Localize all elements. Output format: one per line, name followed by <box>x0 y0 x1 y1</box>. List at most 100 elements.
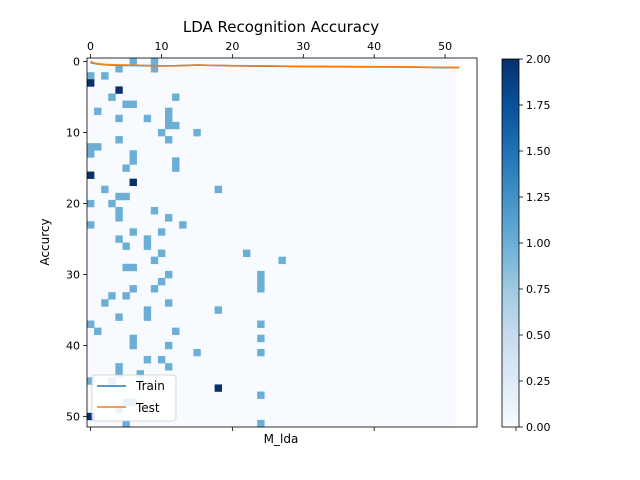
legend-train-label: Train <box>135 379 165 393</box>
heatmap-cell <box>94 327 102 336</box>
heatmap-cell <box>115 235 123 243</box>
heatmap-cell <box>257 348 265 357</box>
heatmap-cell <box>129 228 137 236</box>
heatmap-cell <box>87 412 95 421</box>
heatmap-cell <box>165 341 173 350</box>
heatmap-cell <box>172 93 180 101</box>
heatmap-cell <box>143 313 152 321</box>
heatmap-cell <box>129 58 137 66</box>
heatmap-cell <box>165 214 173 222</box>
x-tick-label: 0 <box>87 40 94 53</box>
heatmap-cell <box>143 242 152 250</box>
heatmap-cell <box>157 249 166 257</box>
heatmap-cell <box>115 136 123 144</box>
heatmap-cell <box>143 306 152 314</box>
x-tick-label: 10 <box>154 40 168 53</box>
heatmap-cell <box>129 334 137 343</box>
heatmap-cell <box>129 157 137 165</box>
colorbar-tick-label: 1.00 <box>526 237 551 250</box>
x-top-ticks: 0 10 20 30 40 50 <box>87 40 452 58</box>
heatmap-cell <box>243 249 251 257</box>
heatmap-cell <box>257 419 265 428</box>
heatmap-cell <box>87 150 95 158</box>
heatmap-cell <box>101 299 109 307</box>
heatmap-cell <box>115 363 123 371</box>
heatmap-cell <box>257 270 265 279</box>
y-ticks: 0 10 20 30 40 50 <box>66 56 87 423</box>
heatmap-cell <box>115 192 123 201</box>
heatmap-cell <box>87 320 95 328</box>
heatmap-cell <box>165 114 173 123</box>
heatmap-cell <box>165 270 173 279</box>
y-tick-label: 20 <box>66 197 80 210</box>
colorbar-tick-label: 1.50 <box>526 145 551 158</box>
heatmap-cell <box>172 327 180 336</box>
heatmap-cell <box>108 93 116 101</box>
heatmap-cell <box>87 72 95 80</box>
colorbar-tick-label: 0.75 <box>526 283 551 296</box>
heatmap-cell <box>214 306 223 314</box>
heatmap-cell <box>214 185 223 194</box>
heatmap-cell <box>101 185 109 194</box>
heatmap-cell <box>115 65 123 73</box>
heatmap-cell <box>122 164 130 172</box>
y-tick-label: 0 <box>73 56 80 69</box>
heatmap-cell <box>157 128 166 137</box>
axes-frame <box>86 57 478 428</box>
heatmap-cell <box>257 320 265 328</box>
heatmap-cell <box>115 86 123 94</box>
heatmap-cell <box>87 143 95 151</box>
heatmap-cell <box>94 143 102 151</box>
heatmap-cell <box>115 370 123 378</box>
heatmap-cell <box>143 235 152 243</box>
y-tick-label: 30 <box>66 268 80 281</box>
heatmap-cell <box>108 199 116 208</box>
heatmap-cell <box>129 285 137 293</box>
heatmap-cell <box>87 221 95 229</box>
heatmap-cell <box>172 157 180 165</box>
colorbar-tick-label: 2.00 <box>526 53 551 66</box>
axes: 0 10 20 30 40 50 0 10 20 30 40 50 <box>66 40 517 431</box>
y-tick-label: 50 <box>66 410 80 423</box>
heatmap-cell <box>129 100 137 108</box>
heatmap-cell <box>165 107 173 116</box>
chart-title: LDA Recognition Accuracy <box>183 18 379 36</box>
x-tick-label: 30 <box>296 40 310 53</box>
heatmap-cell <box>94 107 102 116</box>
heatmap-cell <box>115 313 123 321</box>
heatmap-cell <box>257 285 265 293</box>
heatmap-cell <box>122 292 130 300</box>
colorbar: 0.00 0.25 0.50 0.75 1.00 1.25 1.50 1.75 2.00 <box>501 53 551 434</box>
heatmap-cell <box>129 150 137 158</box>
heatmap-cell <box>278 256 286 265</box>
heatmap-cell <box>129 263 137 272</box>
heatmap-cell <box>87 79 95 87</box>
colorbar-tick-label: 0.00 <box>526 421 551 434</box>
heatmap-cells <box>87 58 456 428</box>
heatmap-cell <box>87 377 95 385</box>
heatmap-cell <box>214 384 223 392</box>
heatmap-cell <box>136 370 145 378</box>
heatmap-cell <box>101 72 109 80</box>
legend: Train Test <box>91 374 177 422</box>
heatmap-cell <box>257 277 265 286</box>
colorbar-gradient <box>501 58 520 428</box>
heatmap-cell <box>115 114 123 123</box>
y-axis-label: Accurcy <box>38 218 52 265</box>
heatmap-cell <box>179 221 187 229</box>
heatmap-cell <box>122 100 130 108</box>
heatmap-cell <box>122 263 130 272</box>
heatmap-cell <box>193 128 201 137</box>
heatmap-cell <box>87 199 95 208</box>
y-tick-label: 10 <box>66 127 80 140</box>
heatmap-cell <box>129 341 137 350</box>
heatmap-cell <box>122 419 130 428</box>
heatmap-cell <box>150 58 159 66</box>
heatmap-cell <box>172 164 180 172</box>
colorbar-ticks: 0.00 0.25 0.50 0.75 1.00 1.25 1.50 1.75 2.00 <box>519 53 551 434</box>
colorbar-tick-label: 1.25 <box>526 191 551 204</box>
heatmap-cell <box>257 334 265 343</box>
heatmap-cell <box>157 356 166 364</box>
heatmap-cell <box>143 356 152 364</box>
